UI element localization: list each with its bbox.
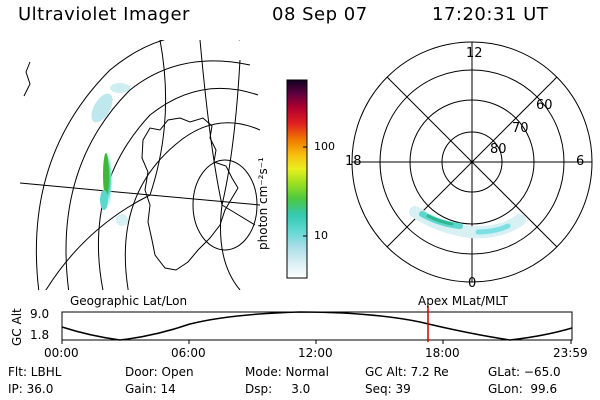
right-panel-caption: Apex MLat/MLT	[418, 294, 508, 308]
mlat-60-label: 60	[536, 98, 553, 113]
orbit-time-0: 00:00	[44, 346, 79, 360]
mlt-12-label: 12	[466, 46, 483, 61]
gc-alt-info: GC Alt: 7.2 Re	[365, 365, 449, 379]
left-panel-caption: Geographic Lat/Lon	[70, 294, 188, 308]
mlt-6-label: 6	[576, 154, 585, 169]
geographic-map	[20, 40, 260, 290]
filter-info: Flt: LBHL	[8, 365, 62, 379]
orbit-ytick-min: 1.8	[30, 328, 50, 342]
colorbar-unit-label: photon cm⁻²s⁻¹	[256, 157, 270, 250]
aurora-polar	[409, 206, 526, 239]
mlat-70-label: 70	[512, 121, 529, 136]
orbit-time-1: 06:00	[171, 346, 206, 360]
dsp-info: Dsp: 3.0	[245, 382, 311, 396]
app-title: Ultraviolet Imager	[18, 4, 190, 25]
gain-info: Gain: 14	[125, 382, 176, 396]
glon-info: GLon: 99.6	[488, 382, 558, 396]
orbit-plot	[61, 306, 573, 344]
colorbar	[286, 79, 308, 279]
glat-info: GLat: −65.0	[488, 365, 561, 379]
mlat-80-label: 80	[490, 142, 507, 157]
aurora-left	[91, 83, 130, 226]
orbit-time-2: 12:00	[298, 346, 333, 360]
date-label: 08 Sep 07	[272, 4, 368, 25]
seq-info: Seq: 39	[365, 382, 411, 396]
ip-info: IP: 36.0	[8, 382, 54, 396]
colorbar-tick-100: 100	[314, 140, 335, 153]
orbit-ytick-max: 9.0	[30, 307, 50, 321]
orbit-time-3: 18:00	[425, 346, 460, 360]
mlt-18-label: 18	[345, 154, 362, 169]
polar-plot	[351, 41, 593, 283]
mlt-0-label: 0	[468, 276, 477, 291]
colorbar-tick-10: 10	[314, 229, 328, 242]
mode-info: Mode: Normal	[245, 365, 329, 379]
orbit-time-4: 23:59	[553, 346, 588, 360]
time-label: 17:20:31 UT	[432, 4, 549, 25]
door-info: Door: Open	[125, 365, 194, 379]
